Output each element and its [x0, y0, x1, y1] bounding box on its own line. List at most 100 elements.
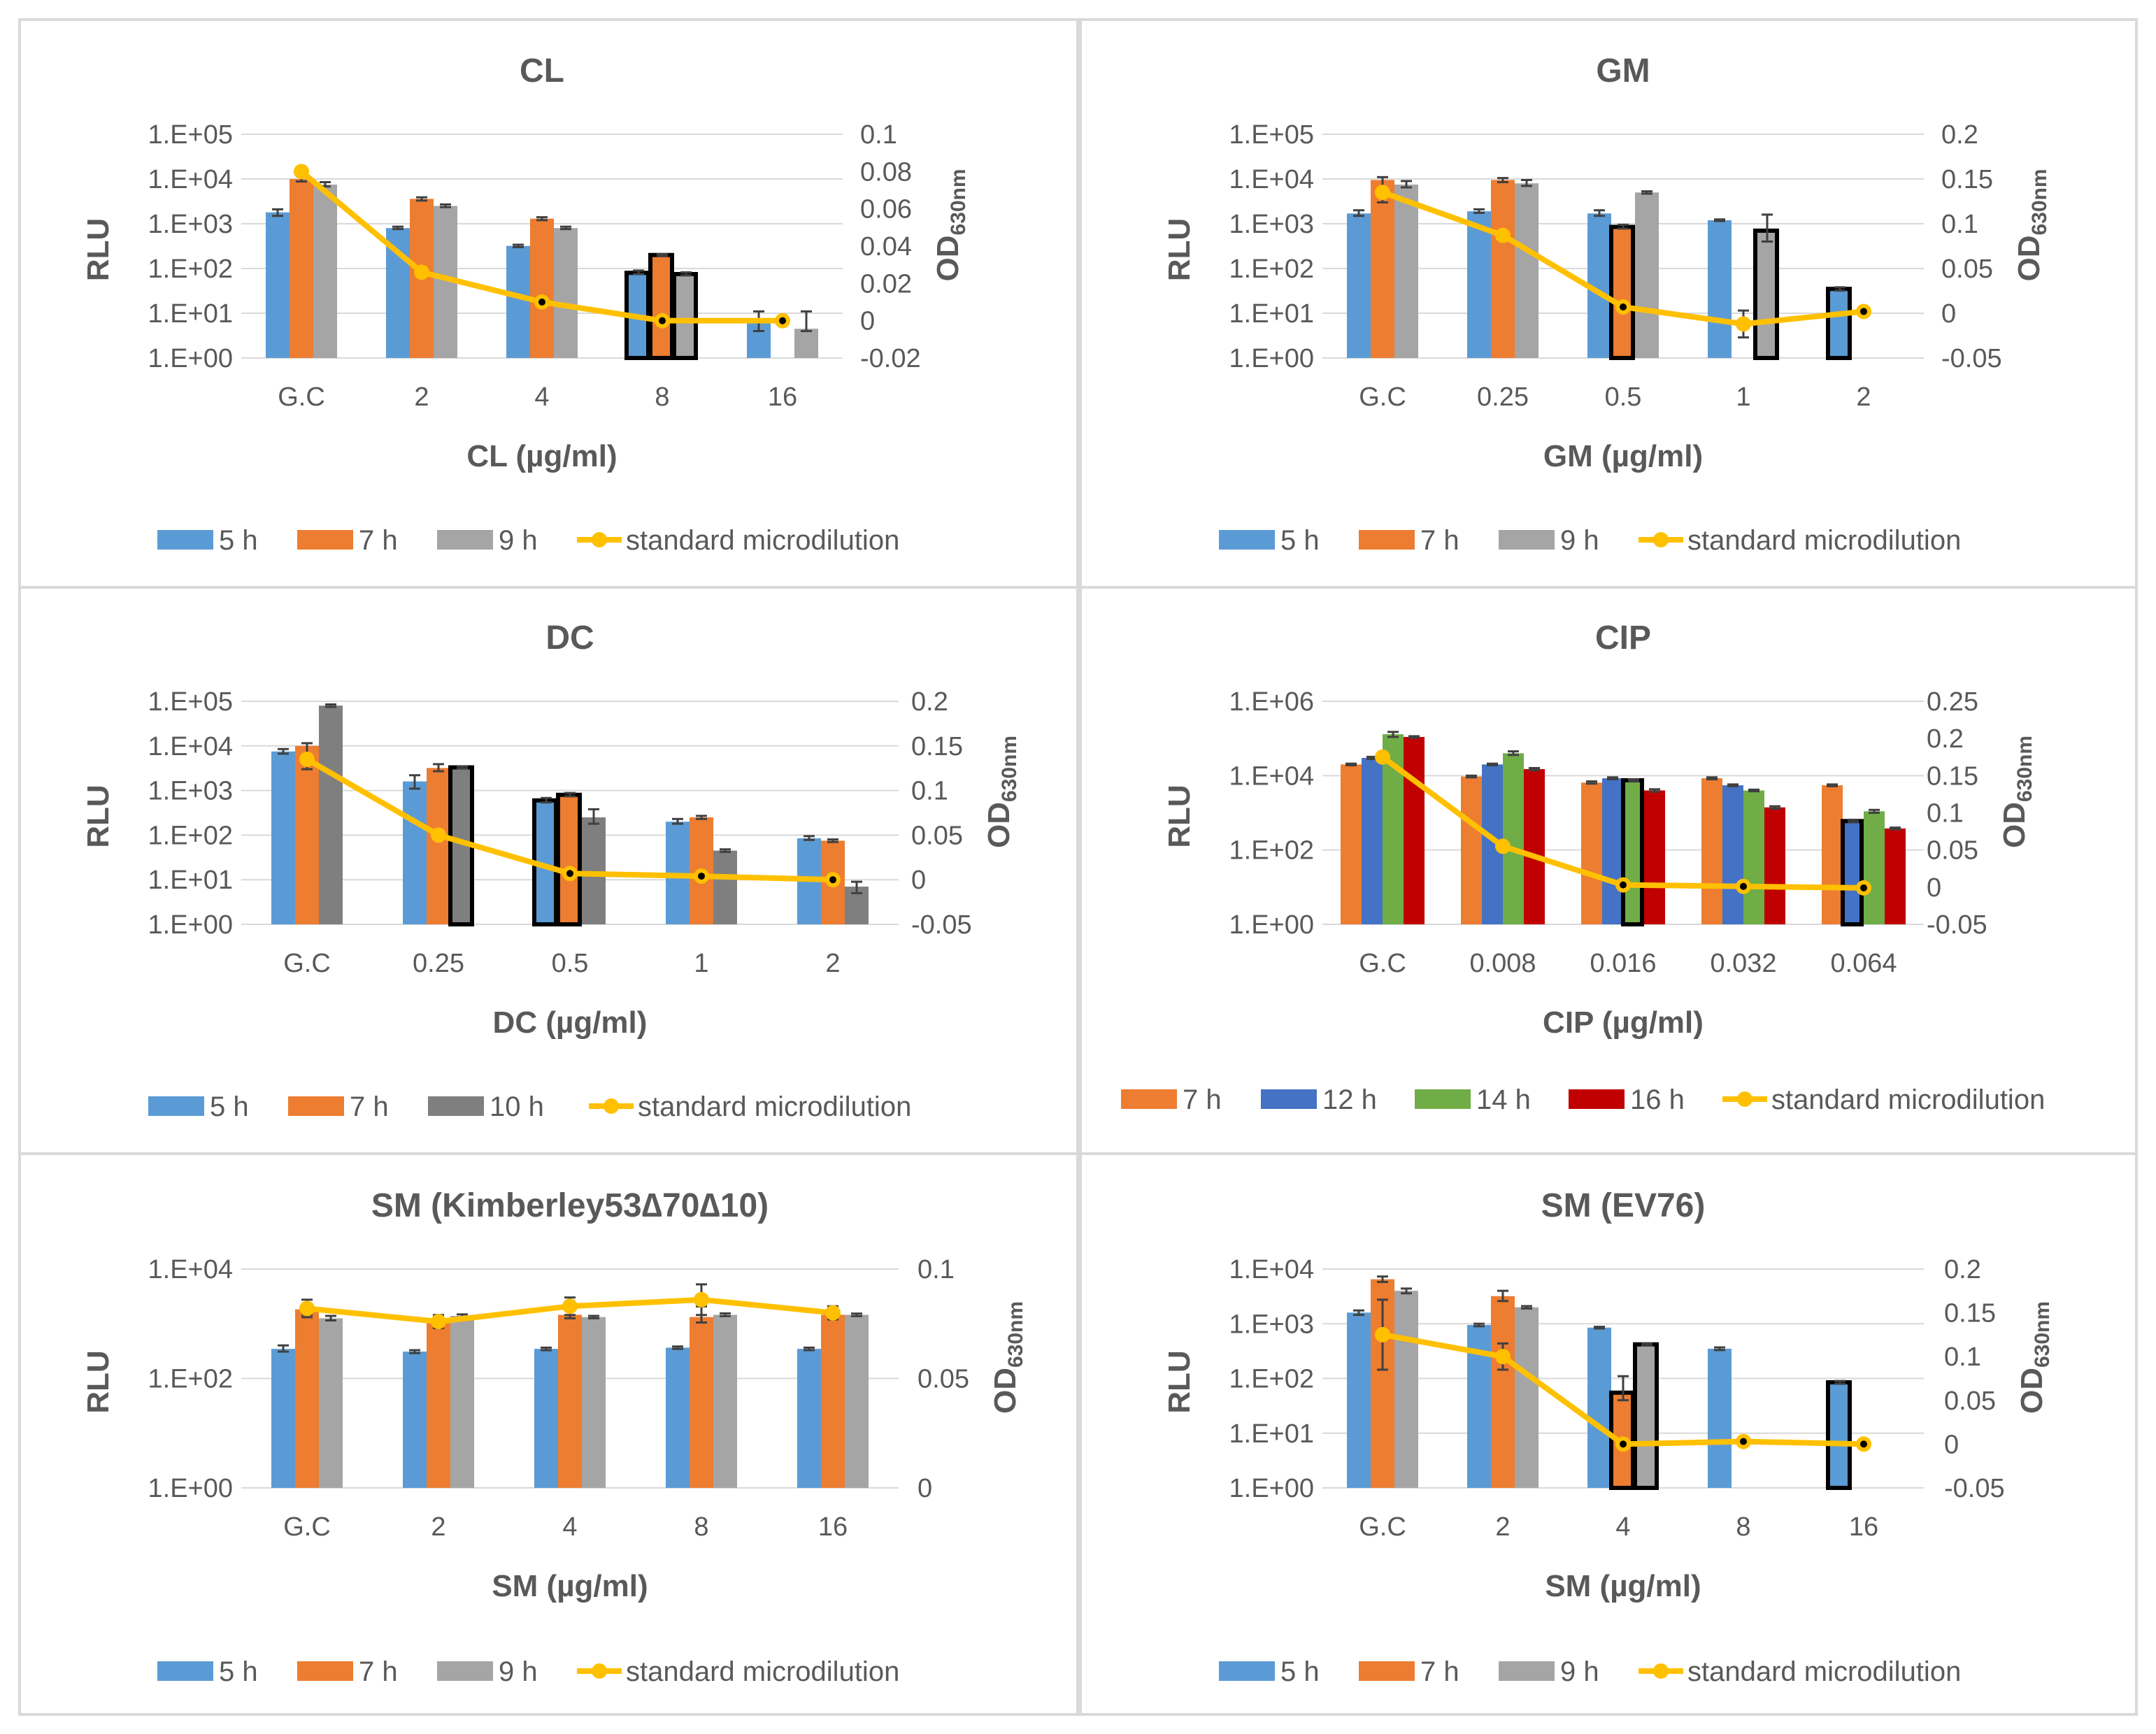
- legend-label: 7 h: [359, 1656, 398, 1687]
- legend-swatch-marker: [604, 1098, 619, 1114]
- bar-9h-4: [1633, 1342, 1659, 1490]
- error-bar: [680, 271, 692, 277]
- bar-12h-0.064: [1841, 819, 1864, 926]
- y-tick-label: 1.E+01: [1229, 1419, 1315, 1449]
- error-bar: [409, 774, 420, 790]
- y2-tick-label: 0.1: [911, 777, 948, 806]
- error-bar: [588, 808, 599, 825]
- line-point-4: [562, 1298, 578, 1314]
- bar-5h-G.C: [1347, 213, 1371, 358]
- error-bar: [1628, 778, 1639, 783]
- bar-7h-4: [558, 1314, 582, 1488]
- bar-7h-0.5: [1609, 224, 1635, 360]
- y-tick-label: 1.E+02: [1229, 836, 1315, 866]
- bar-5h-4: [1587, 1327, 1611, 1488]
- y2-tick-label: 0.1: [1927, 799, 1964, 829]
- error-bar: [278, 747, 289, 755]
- y2-axis-title-main: OD: [1997, 802, 2032, 848]
- y2-tick-label: -0.05: [1941, 344, 2002, 373]
- y-tick-label: 1.E+02: [1229, 1365, 1315, 1394]
- error-bar: [440, 203, 451, 208]
- legend-swatch-9h: [437, 530, 493, 550]
- line-point-2: [431, 1314, 446, 1330]
- error-bar: [1641, 1342, 1652, 1347]
- x-tick-label: 2: [825, 949, 840, 978]
- error-bar: [1401, 180, 1412, 189]
- bar-9h-4: [554, 228, 578, 358]
- legend-label: standard microdilution: [626, 1656, 899, 1687]
- bar-7h-8: [648, 252, 674, 360]
- legend-swatch-9h: [437, 1661, 493, 1681]
- bar-12h-G.C: [1362, 757, 1383, 924]
- legend-label: 9 h: [1560, 525, 1599, 556]
- mic-point-dot: [566, 870, 573, 877]
- bar-16h-0.016: [1644, 790, 1665, 924]
- error-bar: [541, 796, 552, 804]
- y2-axis-title: OD630nm: [2012, 169, 2051, 281]
- legend-label: 5 h: [1280, 1656, 1320, 1687]
- x-tick-label: 8: [1736, 1512, 1750, 1542]
- x-tick-label: G.C: [1359, 382, 1406, 412]
- bar-12h-0.032: [1722, 785, 1743, 924]
- mic-point-dot: [1620, 881, 1627, 889]
- bar-5h-16: [1826, 1380, 1852, 1490]
- legend-swatch-5h: [148, 1096, 204, 1116]
- y2-tick-label: 0: [918, 1474, 932, 1503]
- legend-swatch-12h: [1261, 1089, 1317, 1109]
- line-point-G.C: [294, 164, 309, 180]
- bar-14h-0.016: [1621, 778, 1644, 927]
- bar-5h-2: [1826, 287, 1852, 361]
- bar-5h-2: [403, 1352, 427, 1488]
- error-bar: [1586, 780, 1597, 785]
- error-bar: [1353, 209, 1364, 217]
- y2-tick-label: 0.15: [1927, 761, 1978, 791]
- bar-9h-2: [1515, 1307, 1539, 1488]
- mic-point-dot: [1740, 1438, 1747, 1445]
- bar-16h-G.C: [1404, 736, 1425, 924]
- x-tick-label: G.C: [1359, 1512, 1406, 1542]
- y-tick-label: 1.E+04: [1229, 1255, 1315, 1284]
- legend-swatch-marker: [1653, 1663, 1669, 1679]
- bar-9h-8: [672, 271, 698, 361]
- legend-label: 16 h: [1630, 1084, 1685, 1115]
- line-point-8: [694, 1291, 709, 1307]
- bar-5h-1: [1708, 220, 1732, 358]
- legend-swatch-7h: [297, 530, 353, 550]
- y2-axis-title-sub: 630nm: [1004, 1301, 1027, 1368]
- y2-tick-label: 0.05: [911, 821, 963, 850]
- mic-point-dot: [1860, 884, 1867, 891]
- y-tick-label: 1.E+00: [148, 910, 234, 940]
- x-axis-title: CL (µg/ml): [466, 439, 617, 473]
- y-axis-title: RLU: [1162, 1350, 1197, 1413]
- bar-9h-G.C: [1394, 1291, 1418, 1488]
- error-bar: [801, 310, 812, 332]
- line-point-2: [1495, 1349, 1511, 1365]
- y2-axis-title-sub: 630nm: [2028, 169, 2051, 235]
- error-bar: [457, 765, 468, 770]
- mic-point-dot: [659, 317, 666, 324]
- error-bar: [513, 243, 524, 248]
- bar-7h-16: [821, 1314, 845, 1488]
- y2-tick-label: -0.02: [860, 344, 921, 373]
- y2-axis-title: OD630nm: [988, 1301, 1027, 1414]
- y2-axis-title-main: OD: [982, 802, 1016, 848]
- y2-tick-label: 0.2: [1941, 120, 1978, 150]
- x-tick-label: 2: [431, 1512, 445, 1542]
- x-tick-label: 0.5: [552, 949, 589, 978]
- error-bar: [1714, 1346, 1725, 1352]
- bar-14h-0.032: [1743, 790, 1764, 924]
- error-bar: [672, 1345, 683, 1350]
- y2-tick-label: 0.05: [1941, 255, 1993, 284]
- legend-label: 9 h: [1560, 1656, 1599, 1687]
- bar-7h-0.25: [427, 768, 450, 924]
- legend-label: 7 h: [359, 525, 398, 556]
- legend-swatch-7h: [1359, 1661, 1415, 1681]
- bar-5h-G.C: [271, 751, 295, 924]
- error-bar: [1387, 731, 1399, 738]
- line-point-0.008: [1495, 838, 1511, 854]
- error-bar: [720, 848, 731, 853]
- y-tick-label: 1.E+04: [1229, 761, 1315, 791]
- chart-panel-3: DC 1.E+00 1.E+01 1.E+02 1.E+03 1.E+04 1.E+05 0.…: [18, 586, 1079, 1155]
- legend-label: 5 h: [219, 525, 258, 556]
- bar-7h-2: [427, 1321, 450, 1488]
